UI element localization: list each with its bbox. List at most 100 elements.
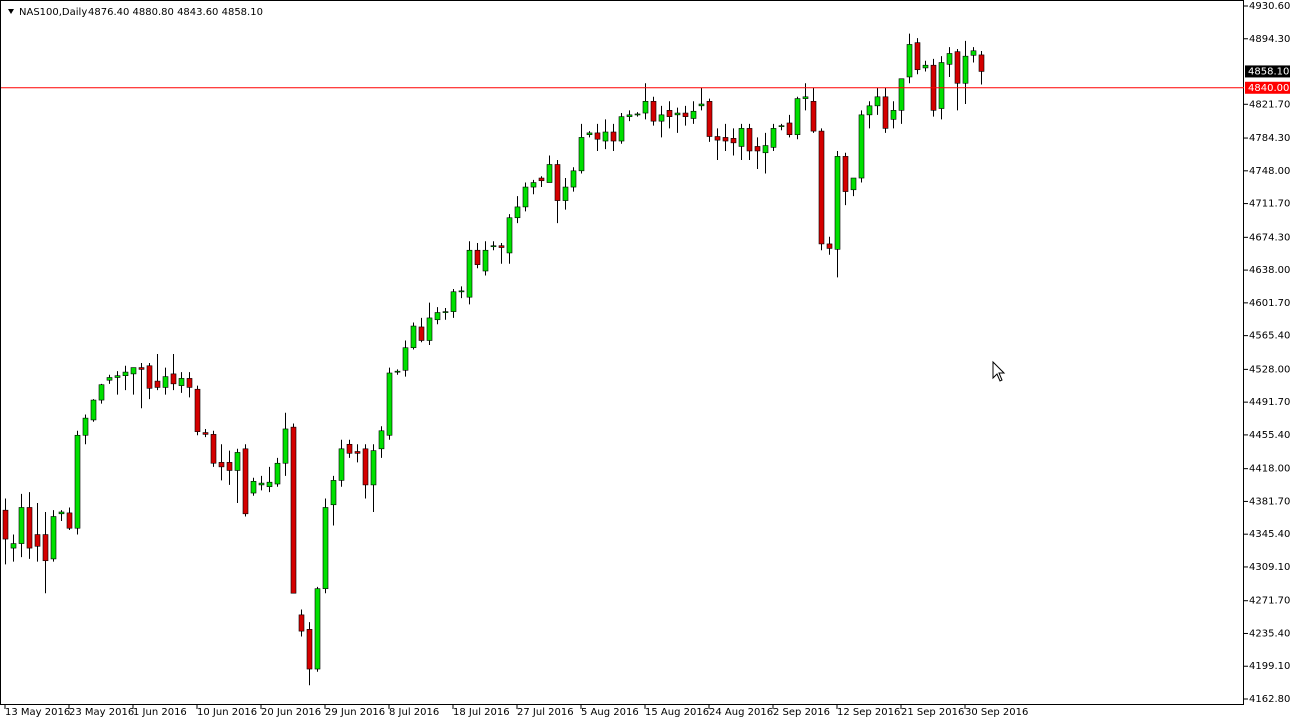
candle-body <box>626 114 633 117</box>
candle-body <box>898 78 905 111</box>
y-tick-label: 4528.00 <box>1249 364 1290 375</box>
candle-body <box>946 53 953 65</box>
candle-body <box>450 291 457 312</box>
candle-body <box>178 378 185 386</box>
x-tick-label: 30 Sep 2016 <box>965 707 1028 718</box>
y-tick-label: 4455.40 <box>1249 430 1290 441</box>
x-tick-label: 13 May 2016 <box>5 707 70 718</box>
candle-body <box>562 186 569 201</box>
candle-body <box>786 122 793 136</box>
candle-body <box>18 507 25 544</box>
candle-body <box>722 137 729 142</box>
candle-body <box>514 206 521 219</box>
candle-body <box>58 511 65 515</box>
candle-body <box>186 378 193 388</box>
candle-body <box>570 170 577 188</box>
candle-body <box>530 182 537 188</box>
y-tick-label: 4821.70 <box>1249 99 1290 110</box>
candle-body <box>658 114 665 122</box>
x-tick-label: 23 May 2016 <box>69 707 134 718</box>
symbol: NAS100,Daily <box>19 7 87 18</box>
ohlc-info: 4876.40 4880.80 4843.60 4858.10 <box>88 7 263 18</box>
candle-body <box>882 96 889 129</box>
candle-body <box>610 131 617 142</box>
x-tick-label: 29 Jun 2016 <box>325 707 385 718</box>
y-tick-label: 4565.40 <box>1249 331 1290 342</box>
candle-body <box>602 131 609 142</box>
candle-body <box>890 110 897 120</box>
candle-body <box>138 367 145 370</box>
candle-body <box>802 96 809 99</box>
x-tick-label: 20 Jun 2016 <box>261 707 321 718</box>
candle-body <box>370 450 377 486</box>
candle-body <box>714 136 721 141</box>
candle-body <box>290 426 297 594</box>
x-tick-label: 12 Sep 2016 <box>837 707 900 718</box>
candle-body <box>442 311 449 313</box>
candle-body <box>34 534 41 547</box>
y-tick-label: 4601.70 <box>1249 298 1290 309</box>
menu-arrow[interactable] <box>8 9 14 14</box>
candle-body <box>906 44 913 78</box>
candle-body <box>770 128 777 148</box>
candle-body <box>426 317 433 341</box>
candle-body <box>698 103 705 107</box>
candle-body <box>794 98 801 136</box>
x-tick-label: 27 Jul 2016 <box>517 707 574 718</box>
candle-body <box>666 110 673 117</box>
x-tick-label: 2 Sep 2016 <box>773 707 830 718</box>
candle-body <box>466 249 473 298</box>
candle-body <box>298 614 305 632</box>
candle-body <box>330 480 337 506</box>
candle-body <box>42 534 49 562</box>
candle-body <box>834 156 841 250</box>
candle-body <box>674 112 681 116</box>
y-tick-label: 4784.30 <box>1249 133 1290 144</box>
candle-body <box>218 462 225 468</box>
candle-body <box>506 217 513 254</box>
y-tick-label: 4162.80 <box>1249 694 1290 705</box>
candle-body <box>306 629 313 670</box>
candle-body <box>970 50 977 56</box>
candle-body <box>642 101 649 114</box>
candle-body <box>114 375 121 378</box>
candle-body <box>586 132 593 136</box>
last-price-bg <box>1245 65 1290 78</box>
candle-body <box>762 145 769 154</box>
candle-body <box>2 509 9 540</box>
candle-body <box>754 146 761 152</box>
candle-body <box>522 186 529 208</box>
candle-body <box>410 325 417 349</box>
x-tick-label: 5 Aug 2016 <box>581 707 639 718</box>
candle-body <box>10 543 17 549</box>
candle-body <box>266 481 273 488</box>
y-tick-label: 4674.30 <box>1249 232 1290 243</box>
y-tick-label: 4381.70 <box>1249 496 1290 507</box>
candle-body <box>866 105 873 116</box>
candle-body <box>122 371 129 376</box>
candle-body <box>82 417 89 436</box>
y-tick-label: 4930.60 <box>1249 1 1290 12</box>
y-tick-label: 4418.00 <box>1249 464 1290 475</box>
candle-body <box>402 347 409 371</box>
candle-body <box>338 448 345 481</box>
candle-body <box>434 312 441 321</box>
mouse-cursor <box>992 360 1006 382</box>
candle-body <box>26 507 33 549</box>
candle-body <box>250 480 257 494</box>
x-tick-label: 21 Sep 2016 <box>901 707 964 718</box>
candle-body <box>50 516 57 560</box>
candle-body <box>474 249 481 265</box>
candle-body <box>130 367 137 375</box>
candle-body <box>74 434 81 529</box>
y-tick-label: 4199.10 <box>1249 661 1290 672</box>
candle-body <box>618 116 625 142</box>
candle-body <box>682 112 689 117</box>
candle-body <box>106 377 113 381</box>
candle-body <box>874 96 881 107</box>
candle-body <box>538 177 545 182</box>
candle-body <box>914 42 921 71</box>
candle-body <box>146 365 153 389</box>
